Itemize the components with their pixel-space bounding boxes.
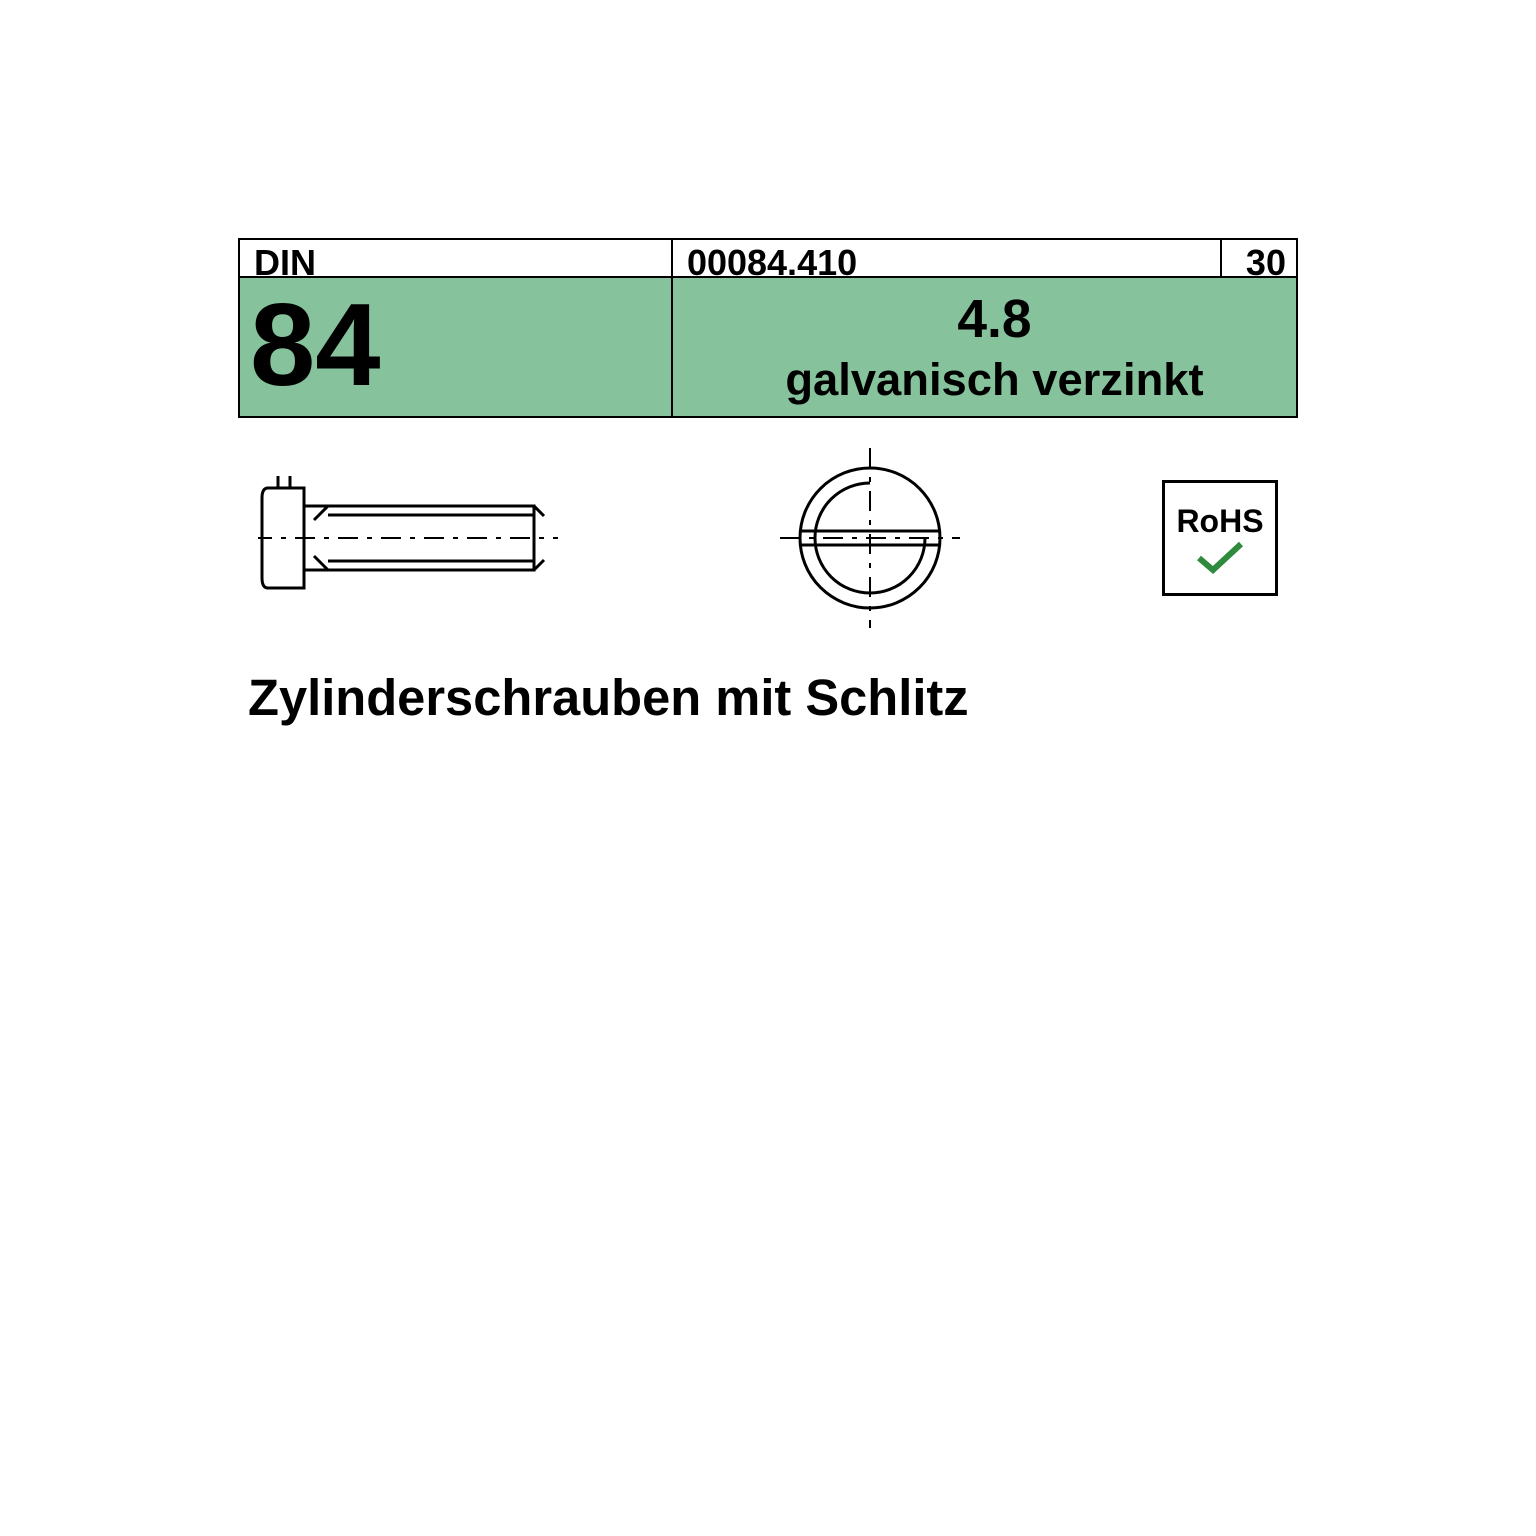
screw-front-view-icon bbox=[780, 448, 960, 628]
diagram-row: RoHS bbox=[238, 418, 1298, 638]
product-title: Zylinderschrauben mit Schlitz bbox=[238, 638, 1298, 727]
property-class: 4.8 bbox=[957, 289, 1031, 350]
rohs-badge: RoHS bbox=[1162, 480, 1278, 596]
product-datasheet-card: DIN 00084.410 30 84 4.8 galvanisch verzi… bbox=[238, 238, 1298, 1298]
check-icon bbox=[1195, 540, 1245, 574]
surface-finish: galvanisch verzinkt bbox=[785, 354, 1203, 406]
rohs-label: RoHS bbox=[1176, 503, 1263, 540]
screw-side-view-icon bbox=[258, 458, 578, 618]
header-right-code: 30 bbox=[1222, 240, 1296, 276]
green-band: 84 4.8 galvanisch verzinkt bbox=[238, 278, 1298, 418]
band-right-cell: 4.8 galvanisch verzinkt bbox=[673, 278, 1296, 416]
standard-number: 84 bbox=[240, 286, 391, 408]
header-article-number: 00084.410 bbox=[673, 240, 1222, 276]
header-standard-label: DIN bbox=[240, 240, 673, 276]
header-row: DIN 00084.410 30 bbox=[238, 238, 1298, 278]
band-left-cell: 84 bbox=[240, 278, 673, 416]
